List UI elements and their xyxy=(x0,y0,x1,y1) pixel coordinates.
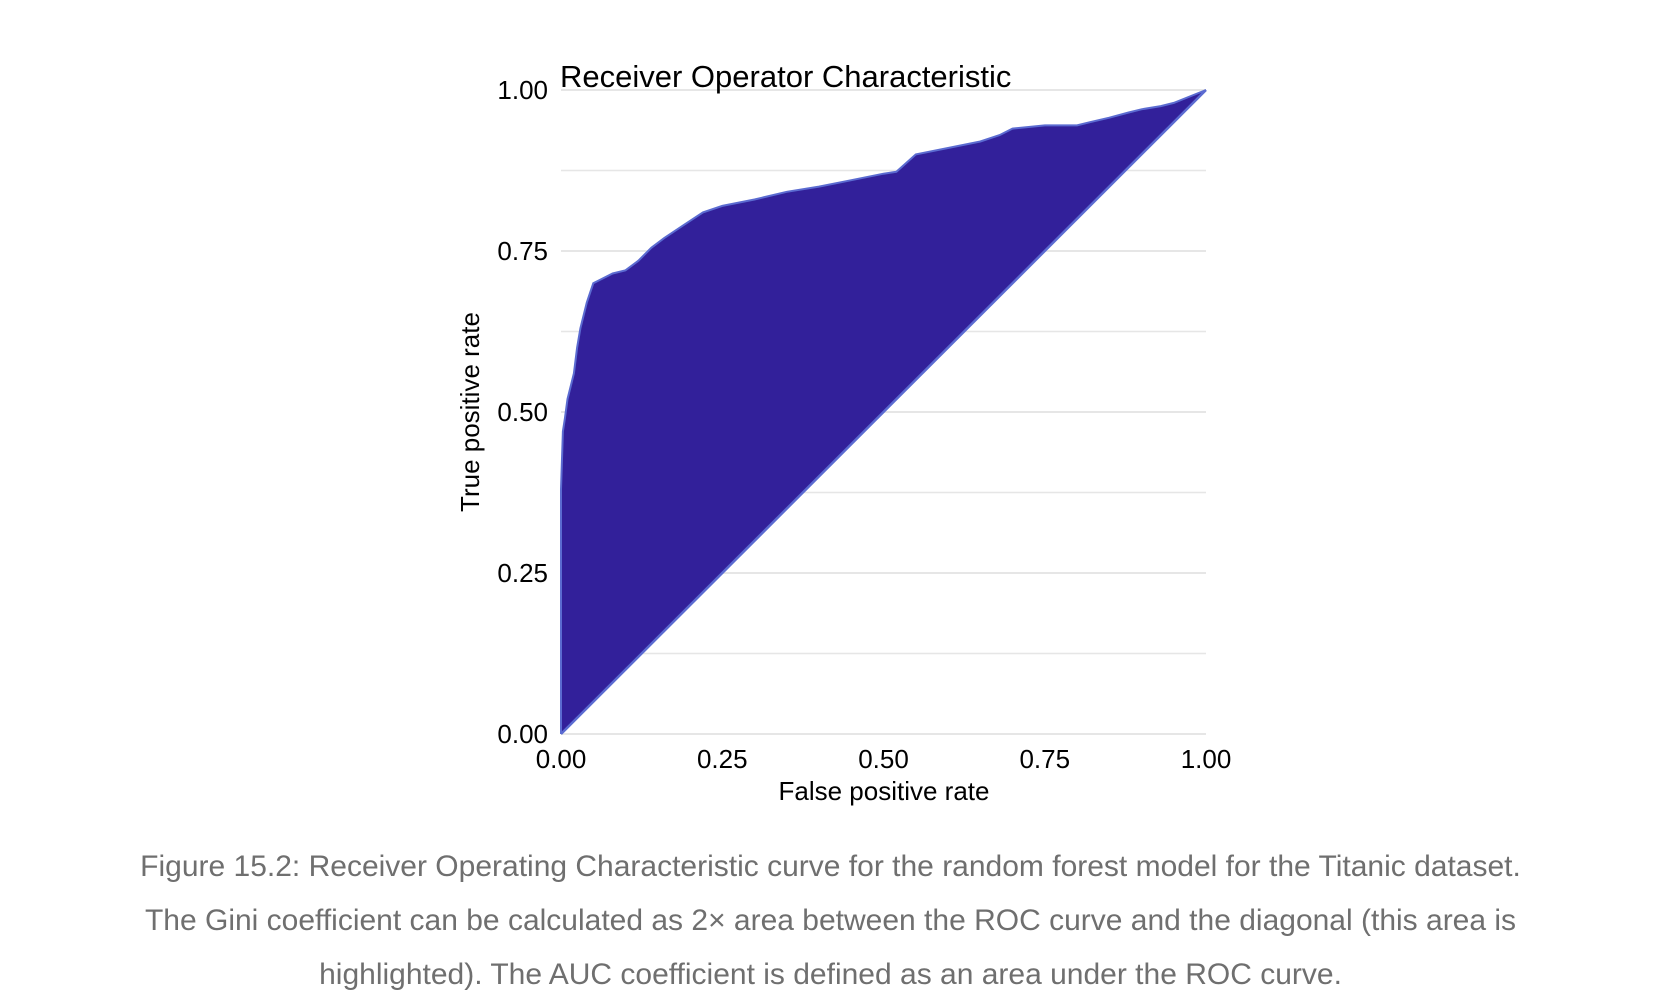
y-axis-ticks: 0.00 0.25 0.50 0.75 1.00 xyxy=(497,75,548,749)
x-axis-label: False positive rate xyxy=(779,776,990,806)
y-tick-label: 0.00 xyxy=(497,719,548,749)
caption-line-3: highlighted). The AUC coefficient is def… xyxy=(319,958,1342,991)
caption-line-1: Figure 15.2: Receiver Operating Characte… xyxy=(140,850,1521,883)
diagonal-line xyxy=(560,89,1207,735)
y-tick-label: 0.75 xyxy=(497,236,548,266)
x-tick-label: 0.50 xyxy=(858,744,909,774)
y-tick-label: 0.50 xyxy=(497,397,548,427)
x-tick-label: 0.25 xyxy=(697,744,748,774)
x-tick-label: 1.00 xyxy=(1181,744,1232,774)
roc-curve-line xyxy=(560,89,1207,734)
caption-line-2: The Gini coefficient can be calculated a… xyxy=(144,904,1517,937)
x-tick-label: 0.75 xyxy=(1019,744,1070,774)
x-axis-ticks: 0.00 0.25 0.50 0.75 1.00 xyxy=(536,744,1232,774)
y-tick-label: 1.00 xyxy=(497,75,548,105)
figure-caption: Figure 15.2: Receiver Operating Characte… xyxy=(40,840,1621,1002)
x-tick-label: 0.00 xyxy=(536,744,587,774)
chart-title: Receiver Operator Characteristic xyxy=(560,59,1011,94)
y-tick-label: 0.25 xyxy=(497,558,548,588)
roc-chart: 0.00 0.25 0.50 0.75 1.00 0.00 0.25 0.50 0.75 1.0… xyxy=(455,59,1232,806)
y-axis-label: True positive rate xyxy=(455,312,485,512)
